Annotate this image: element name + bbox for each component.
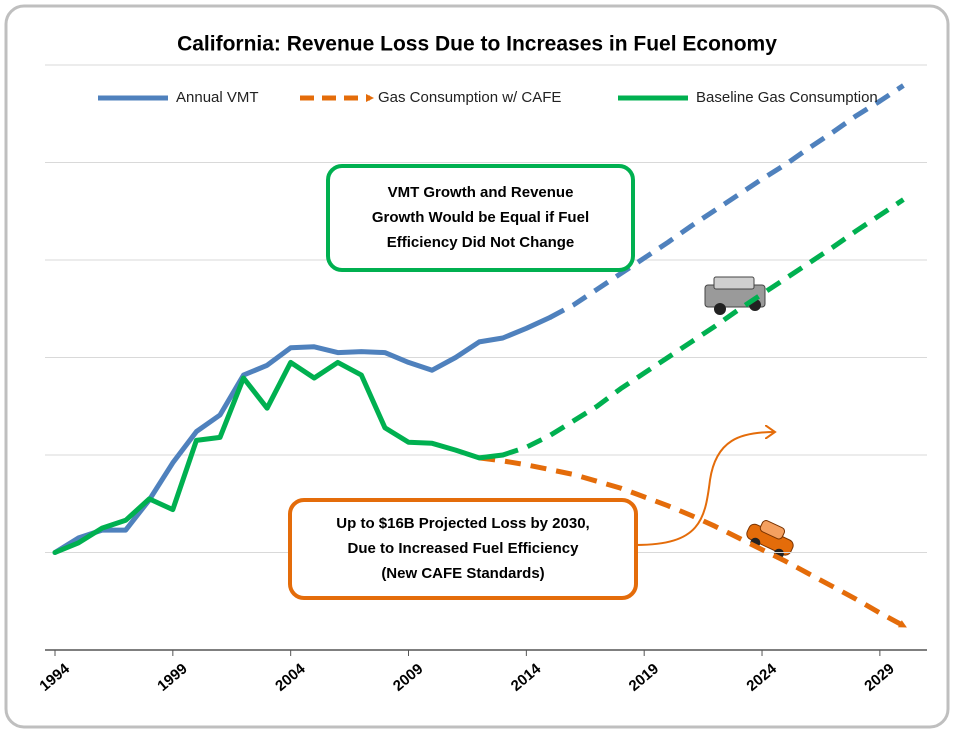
legend-label: Annual VMT	[176, 89, 259, 106]
chart-frame	[6, 6, 948, 727]
annotation-text: Efficiency Did Not Change	[387, 234, 575, 251]
annotation-text: VMT Growth and Revenue	[388, 184, 574, 201]
annotation-text: Growth Would be Equal if Fuel	[372, 209, 589, 226]
annotation-text: Up to $16B Projected Loss by 2030,	[336, 515, 589, 532]
chart: California: Revenue Loss Due to Increase…	[0, 0, 954, 733]
legend-label: Gas Consumption w/ CAFE	[378, 89, 561, 106]
legend-label: Baseline Gas Consumption	[696, 89, 878, 106]
annotation-text: (New CAFE Standards)	[381, 565, 544, 582]
chart-title: California: Revenue Loss Due to Increase…	[177, 33, 777, 56]
annotation-text: Due to Increased Fuel Efficiency	[348, 540, 580, 557]
